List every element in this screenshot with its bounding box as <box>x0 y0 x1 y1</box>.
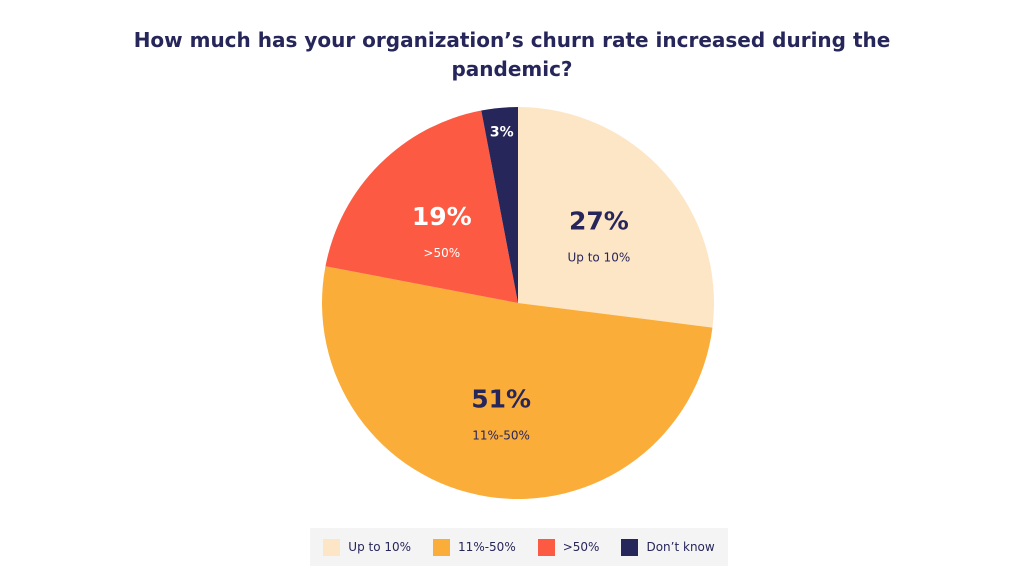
pie-slice-up-to-10 <box>518 107 714 328</box>
legend-label: Up to 10% <box>348 540 412 554</box>
slice-category-label: Up to 10% <box>567 251 630 265</box>
legend-label: 11%-50% <box>458 540 516 554</box>
slice-value-label: 19% <box>412 202 472 231</box>
legend: Up to 10% 11%-50% >50% Don’t know <box>310 528 728 566</box>
slice-value-label: 3% <box>490 124 514 140</box>
legend-item-50: >50% <box>537 538 600 556</box>
legend-item-don-t-know: Don’t know <box>621 538 715 556</box>
slice-value-label: 51% <box>471 384 531 413</box>
legend-item-11-50: 11%-50% <box>433 538 516 556</box>
pie-slice-don-t-know <box>481 107 518 303</box>
legend-swatch <box>621 538 639 556</box>
legend-item-up-to-10: Up to 10% <box>323 538 412 556</box>
pie-slice-11-50 <box>321 266 713 500</box>
legend-label: >50% <box>562 540 600 554</box>
legend-swatch <box>433 538 451 556</box>
chart-title: How much has your organization’s churn r… <box>133 28 891 81</box>
slice-category-label: 11%-50% <box>472 428 530 442</box>
slice-value-label: 27% <box>569 207 629 236</box>
legend-swatch <box>323 538 341 556</box>
slice-category-label: >50% <box>423 246 460 260</box>
legend-label: Don’t know <box>646 540 715 554</box>
legend-swatch <box>537 538 555 556</box>
pie-slice-50 <box>325 110 518 303</box>
